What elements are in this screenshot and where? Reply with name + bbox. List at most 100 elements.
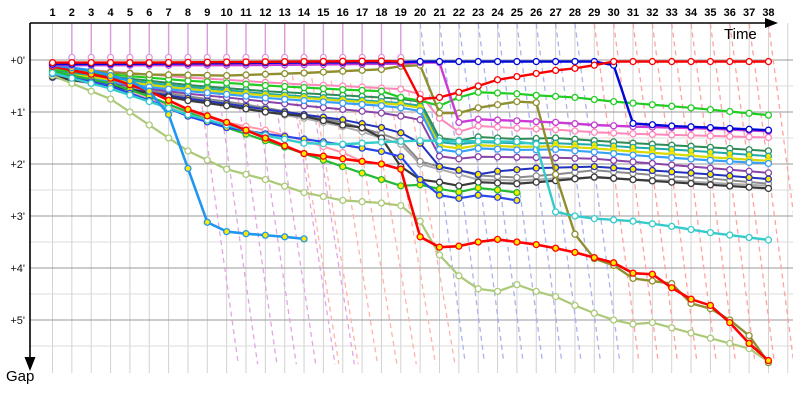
x-tick-label: 18 bbox=[375, 7, 387, 19]
data-point bbox=[87, 87, 95, 95]
data-point bbox=[416, 217, 424, 225]
data-point bbox=[416, 175, 424, 184]
data-point bbox=[551, 208, 560, 216]
data-point bbox=[687, 57, 695, 66]
data-point bbox=[339, 99, 347, 107]
plot-area bbox=[48, 23, 793, 367]
data-point bbox=[184, 71, 192, 79]
data-point bbox=[319, 84, 328, 93]
x-tick-label: 16 bbox=[337, 7, 349, 19]
data-point bbox=[474, 144, 482, 153]
data-point bbox=[435, 93, 444, 102]
data-point bbox=[435, 57, 444, 66]
data-point bbox=[242, 105, 250, 113]
data-point bbox=[281, 70, 289, 78]
data-point bbox=[745, 167, 753, 175]
data-point bbox=[590, 95, 598, 104]
data-point bbox=[745, 183, 753, 191]
data-point bbox=[493, 101, 502, 109]
x-tick-label: 22 bbox=[453, 7, 465, 19]
data-point bbox=[455, 57, 463, 66]
data-point bbox=[513, 173, 521, 182]
y-axis-title: Gap bbox=[6, 368, 35, 385]
data-point bbox=[358, 123, 366, 132]
data-point bbox=[493, 137, 502, 146]
data-point bbox=[668, 131, 676, 139]
data-point bbox=[222, 102, 231, 110]
data-point bbox=[455, 88, 463, 96]
data-point bbox=[590, 155, 598, 163]
data-point bbox=[397, 85, 405, 93]
data-point bbox=[590, 162, 598, 171]
data-point bbox=[551, 126, 560, 134]
data-point bbox=[145, 87, 153, 95]
x-tick-label: 26 bbox=[530, 7, 542, 19]
data-point bbox=[397, 93, 405, 102]
data-point bbox=[397, 57, 405, 66]
data-point bbox=[648, 152, 656, 161]
data-point bbox=[358, 66, 366, 74]
dropout-lines bbox=[198, 23, 793, 365]
data-point bbox=[571, 175, 579, 183]
data-point bbox=[629, 165, 637, 173]
data-point bbox=[184, 58, 192, 66]
data-point bbox=[532, 164, 540, 172]
data-point bbox=[493, 193, 502, 201]
data-point bbox=[764, 57, 773, 66]
data-point bbox=[513, 124, 521, 132]
data-point bbox=[513, 97, 521, 106]
data-point bbox=[668, 122, 676, 130]
data-point bbox=[610, 216, 618, 224]
data-point bbox=[513, 166, 521, 174]
data-point bbox=[339, 57, 347, 65]
data-point bbox=[184, 164, 192, 173]
data-point bbox=[281, 58, 289, 66]
data-point bbox=[745, 339, 753, 348]
data-point bbox=[106, 58, 115, 67]
x-tick-label: 29 bbox=[588, 7, 600, 19]
data-point bbox=[203, 99, 211, 107]
data-point bbox=[222, 165, 231, 173]
data-point bbox=[764, 111, 773, 119]
x-tick-label: 27 bbox=[549, 7, 561, 19]
data-point bbox=[242, 71, 250, 79]
data-point bbox=[629, 158, 637, 166]
data-point bbox=[261, 175, 270, 184]
data-point bbox=[764, 175, 773, 183]
data-point bbox=[706, 334, 715, 342]
data-point bbox=[513, 280, 521, 289]
time-axis-arrow bbox=[765, 18, 778, 28]
data-point bbox=[668, 178, 676, 186]
data-point bbox=[706, 106, 715, 114]
x-tick-label: 30 bbox=[608, 7, 620, 19]
data-point bbox=[629, 119, 637, 128]
data-point bbox=[726, 107, 734, 116]
data-point bbox=[281, 182, 289, 190]
x-tick-label: 1 bbox=[49, 7, 55, 19]
data-point bbox=[455, 182, 463, 190]
data-point bbox=[687, 162, 695, 171]
data-point bbox=[590, 61, 598, 69]
data-point bbox=[571, 120, 579, 128]
data-point bbox=[610, 129, 618, 137]
data-point bbox=[532, 240, 540, 249]
data-point bbox=[629, 130, 637, 138]
data-point bbox=[571, 212, 579, 220]
data-point bbox=[590, 173, 598, 181]
data-point bbox=[629, 217, 637, 225]
data-point bbox=[648, 220, 656, 228]
y-tick-label: +4' bbox=[10, 263, 25, 275]
data-point bbox=[571, 64, 579, 72]
data-point bbox=[571, 147, 579, 155]
data-point bbox=[435, 145, 444, 154]
data-point bbox=[435, 251, 444, 259]
data-point bbox=[513, 117, 521, 125]
data-point bbox=[435, 109, 444, 117]
data-point bbox=[222, 118, 231, 127]
data-point bbox=[687, 169, 695, 177]
data-point bbox=[222, 90, 231, 98]
data-point bbox=[493, 76, 502, 84]
x-tick-label: 9 bbox=[204, 7, 210, 19]
data-point bbox=[339, 196, 347, 205]
data-point bbox=[590, 128, 598, 136]
